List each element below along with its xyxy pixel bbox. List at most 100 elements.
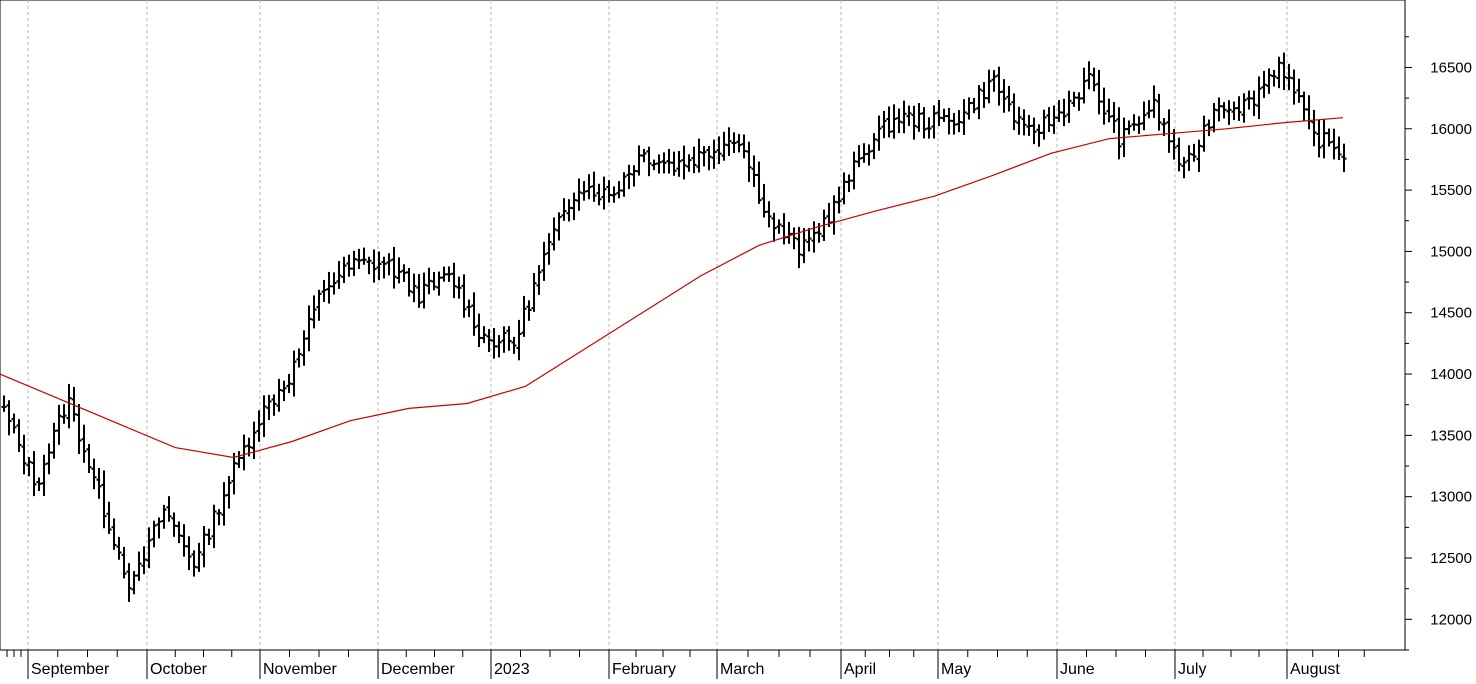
price-bar xyxy=(941,108,947,122)
price-bar xyxy=(566,199,572,222)
price-bar xyxy=(731,132,737,153)
price-bar xyxy=(1016,106,1022,135)
price-bar xyxy=(656,154,662,174)
price-bar xyxy=(1261,70,1267,98)
price-bar xyxy=(521,295,527,337)
price-bar xyxy=(21,434,27,475)
x-tick-label: February xyxy=(612,661,676,678)
price-bar xyxy=(156,517,162,539)
price-bar xyxy=(1056,100,1062,122)
price-bar xyxy=(976,85,982,120)
price-bar xyxy=(1211,103,1217,133)
y-tick-label: 13500 xyxy=(1430,427,1472,444)
price-bar xyxy=(351,250,357,277)
price-bar xyxy=(1051,105,1057,134)
price-bar xyxy=(871,133,877,160)
price-bar xyxy=(556,212,562,241)
price-bar xyxy=(916,103,922,132)
price-bar xyxy=(766,201,772,228)
price-bar xyxy=(811,221,817,253)
price-bar xyxy=(41,454,47,496)
price-bar xyxy=(756,161,762,204)
price-bar xyxy=(551,217,557,251)
price-bar xyxy=(1126,120,1132,135)
price-bar xyxy=(1081,67,1087,104)
price-bar xyxy=(536,265,542,295)
price-bar xyxy=(676,150,682,177)
price-bar xyxy=(1131,114,1137,131)
price-bar xyxy=(166,496,172,522)
price-bar xyxy=(661,152,667,174)
price-bar xyxy=(356,248,362,269)
price-bar xyxy=(306,305,312,352)
price-bar xyxy=(1291,69,1297,105)
price-bar xyxy=(891,104,897,139)
x-tick-label: 2023 xyxy=(494,661,530,678)
price-bar xyxy=(571,192,577,221)
price-bar xyxy=(481,326,487,344)
price-bar xyxy=(96,468,102,499)
price-bar xyxy=(401,264,407,282)
price-bar xyxy=(646,146,652,177)
price-bar xyxy=(6,400,12,436)
x-tick-label: September xyxy=(31,661,110,678)
price-bar xyxy=(836,186,842,214)
price-bar xyxy=(1321,119,1327,159)
price-bar xyxy=(576,178,582,211)
price-bar xyxy=(1166,109,1172,153)
price-bar xyxy=(726,127,732,156)
price-bar xyxy=(221,482,227,526)
price-bar xyxy=(456,276,462,299)
price-bar xyxy=(881,111,887,139)
price-bar xyxy=(196,542,202,572)
price-bar xyxy=(631,165,637,187)
price-bar xyxy=(386,253,392,276)
price-bar xyxy=(441,266,447,282)
price-bar xyxy=(406,267,412,297)
price-bar xyxy=(616,181,622,199)
price-bar xyxy=(991,70,997,92)
price-bar xyxy=(956,110,962,133)
price-bar xyxy=(711,139,717,169)
price-bar xyxy=(56,404,62,445)
price-bar xyxy=(421,272,427,309)
price-bar xyxy=(826,202,832,228)
price-bar xyxy=(1231,101,1237,121)
price-bar xyxy=(1161,118,1167,136)
price-bar xyxy=(911,105,917,140)
price-bar xyxy=(561,198,567,221)
price-bar xyxy=(981,82,987,108)
price-bar xyxy=(1256,76,1262,119)
price-bar xyxy=(966,97,972,120)
price-bar xyxy=(181,524,187,557)
price-bar xyxy=(526,300,532,321)
price-bar xyxy=(71,386,77,422)
price-bar xyxy=(1041,109,1047,140)
price-bar xyxy=(316,289,322,321)
price-bar xyxy=(1106,98,1112,123)
x-tick-label: December xyxy=(381,661,455,678)
x-tick-label: June xyxy=(1060,661,1095,678)
price-bar xyxy=(1006,85,1012,112)
price-bar xyxy=(371,249,377,283)
price-bar xyxy=(346,254,352,277)
price-bar xyxy=(216,509,222,526)
price-bar xyxy=(651,159,657,171)
price-bar xyxy=(341,256,347,284)
price-bar xyxy=(131,571,137,595)
price-bar xyxy=(1221,102,1227,119)
price-bar xyxy=(1191,143,1197,162)
price-bar xyxy=(1251,90,1257,116)
price-bar xyxy=(426,267,432,295)
price-bar xyxy=(326,271,332,304)
price-bar xyxy=(1186,145,1192,171)
y-tick-label: 15000 xyxy=(1430,243,1472,260)
price-bar xyxy=(1226,100,1232,125)
price-bar xyxy=(961,99,967,136)
price-bar xyxy=(291,350,297,397)
price-bar xyxy=(926,117,932,139)
price-bar xyxy=(736,134,742,153)
price-bar xyxy=(411,273,417,303)
price-bar xyxy=(1091,67,1097,92)
